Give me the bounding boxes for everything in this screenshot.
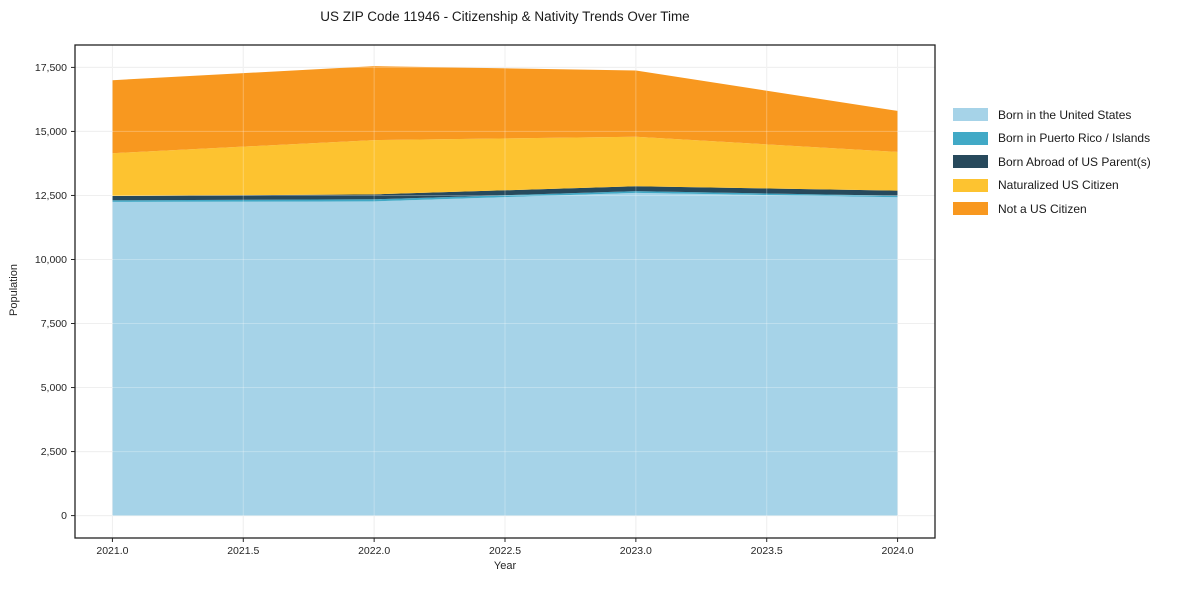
x-tick-label: 2024.0: [882, 545, 914, 557]
legend-label: Born in the United States: [998, 107, 1132, 122]
legend-swatch-icon: [953, 131, 988, 145]
x-tick-label: 2023.5: [751, 545, 783, 557]
legend-label: Born in Puerto Rico / Islands: [998, 131, 1151, 146]
y-tick-label: 2,500: [41, 446, 67, 458]
legend: Born in the United States Born in Puerto …: [953, 103, 1151, 221]
legend-label: Not a US Citizen: [998, 201, 1087, 216]
legend-swatch-icon: [953, 155, 988, 169]
area-series-1: [112, 191, 898, 202]
x-tick-label: 2022.5: [489, 545, 521, 557]
y-tick-label: 5,000: [41, 382, 67, 394]
y-tick-label: 15,000: [35, 126, 67, 138]
x-tick-label: 2021.0: [96, 545, 128, 557]
y-tick-label: 7,500: [41, 318, 67, 330]
legend-swatch-icon: [953, 108, 988, 122]
area-series-0: [112, 192, 898, 516]
area-series-4: [112, 66, 898, 154]
legend-item: Naturalized US Citizen: [953, 174, 1151, 198]
area-series-2: [112, 186, 898, 201]
x-axis-label: Year: [493, 560, 517, 572]
y-tick-label: 0: [61, 510, 67, 522]
y-tick-label: 17,500: [35, 62, 67, 74]
legend-item: Born in Puerto Rico / Islands: [953, 127, 1151, 151]
legend-label: Naturalized US Citizen: [998, 178, 1119, 193]
legend-swatch-icon: [953, 178, 988, 192]
x-tick-label: 2023.0: [620, 545, 652, 557]
legend-item: Not a US Citizen: [953, 197, 1151, 221]
x-tick-label: 2021.5: [227, 545, 259, 557]
y-tick-label: 12,500: [35, 190, 67, 202]
legend-item: Born in the United States: [953, 103, 1151, 127]
chart-title: US ZIP Code 11946 - Citizenship & Nativi…: [320, 9, 690, 24]
y-axis-label: Population: [8, 264, 20, 316]
legend-item: Born Abroad of US Parent(s): [953, 150, 1151, 174]
x-tick-label: 2022.0: [358, 545, 390, 557]
legend-swatch-icon: [953, 202, 988, 216]
legend-label: Born Abroad of US Parent(s): [998, 154, 1151, 169]
area-series-3: [112, 136, 898, 196]
y-tick-label: 10,000: [35, 254, 67, 266]
